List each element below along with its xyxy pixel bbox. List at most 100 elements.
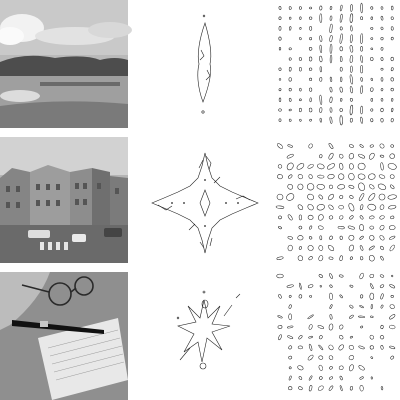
grid-ellipse — [348, 203, 355, 212]
grid-ellipse — [298, 294, 303, 299]
grid-ellipse — [307, 193, 315, 201]
grid-ellipse — [390, 118, 394, 123]
grid-ellipse — [339, 26, 343, 31]
grid-ellipse — [328, 193, 334, 201]
landscape-photo — [0, 0, 132, 128]
grid-ellipse — [379, 143, 385, 149]
grid-ellipse — [306, 183, 315, 191]
grid-ellipse — [380, 324, 384, 330]
grid-ellipse — [318, 364, 323, 371]
grid-ellipse — [360, 33, 364, 44]
grid-ellipse — [299, 66, 302, 72]
grid-ellipse — [287, 325, 294, 329]
grid-ellipse — [319, 235, 323, 241]
grid-ellipse — [329, 273, 333, 279]
grid-ellipse — [348, 184, 355, 189]
grid-ellipse — [389, 345, 396, 349]
grid-ellipse — [369, 334, 374, 340]
grid-ellipse — [308, 56, 313, 62]
grid-ellipse — [380, 26, 384, 31]
grid-ellipse — [369, 273, 375, 279]
grid-ellipse — [288, 108, 292, 112]
grid-ellipse — [370, 356, 374, 359]
grid-ellipse — [329, 23, 333, 34]
grid-ellipse — [349, 144, 354, 148]
grid-ellipse — [277, 315, 283, 319]
grid-ellipse — [349, 284, 354, 288]
grid-ellipse — [299, 118, 302, 122]
grid-ellipse — [338, 365, 344, 371]
grid-ellipse — [307, 164, 314, 169]
ellipse-grid-row-3 — [276, 272, 396, 392]
grid-ellipse — [349, 256, 353, 260]
grid-ellipse — [277, 143, 283, 149]
grid-ellipse — [390, 67, 394, 72]
grid-ellipse — [319, 117, 322, 123]
grid-ellipse — [389, 235, 396, 240]
grid-ellipse — [368, 173, 376, 180]
grid-ellipse — [358, 182, 366, 191]
grid-ellipse — [309, 36, 312, 41]
grid-ellipse — [368, 245, 375, 251]
grid-ellipse — [349, 215, 354, 220]
grid-ellipse — [339, 86, 343, 93]
grid-ellipse — [339, 108, 343, 112]
grid-ellipse — [319, 66, 322, 73]
grid-ellipse — [360, 46, 363, 52]
grid-ellipse — [378, 174, 386, 179]
grid-ellipse — [278, 97, 282, 102]
grid-ellipse — [370, 304, 373, 310]
grid-ellipse — [390, 295, 394, 298]
grid-ellipse — [350, 4, 353, 12]
row-3 — [0, 272, 396, 400]
grid-ellipse — [359, 144, 364, 148]
grid-ellipse — [288, 366, 292, 370]
grid-ellipse — [329, 116, 333, 124]
grid-ellipse — [358, 365, 365, 371]
grid-ellipse — [391, 274, 394, 278]
grid-ellipse — [387, 163, 397, 170]
grid-ellipse — [319, 13, 323, 23]
grid-ellipse — [338, 205, 344, 210]
grid-ellipse — [349, 34, 353, 43]
grid-ellipse — [289, 26, 292, 31]
grid-ellipse — [339, 215, 344, 220]
grid-ellipse — [380, 345, 384, 350]
grid-ellipse — [390, 16, 394, 20]
grid-ellipse — [349, 117, 353, 123]
grid-ellipse — [319, 44, 323, 53]
grid-ellipse — [319, 335, 323, 340]
grid-ellipse — [360, 116, 363, 124]
grid-ellipse — [339, 162, 344, 170]
grid-ellipse — [390, 144, 394, 148]
grid-ellipse — [276, 193, 284, 201]
grid-ellipse — [380, 15, 384, 21]
grid-ellipse — [380, 36, 384, 41]
grid-ellipse — [360, 325, 364, 329]
grid-ellipse — [389, 324, 396, 330]
grid-ellipse — [370, 376, 373, 380]
grid-ellipse — [380, 6, 384, 10]
grid-ellipse — [278, 36, 282, 41]
grid-ellipse — [288, 313, 293, 321]
grid-ellipse — [359, 245, 364, 251]
grid-ellipse — [347, 225, 356, 230]
grid-ellipse — [308, 67, 313, 71]
grid-ellipse — [339, 195, 344, 199]
grid-ellipse — [327, 163, 335, 170]
grid-ellipse — [349, 104, 354, 116]
grid-ellipse — [390, 87, 394, 92]
grid-ellipse — [288, 97, 292, 102]
grid-ellipse — [307, 314, 314, 320]
grid-ellipse — [369, 283, 374, 290]
grid-ellipse — [369, 215, 375, 220]
grid-ellipse — [298, 57, 302, 61]
grid-ellipse — [317, 163, 325, 170]
grid-ellipse — [348, 244, 354, 252]
grid-ellipse — [288, 77, 292, 82]
grid-ellipse — [338, 173, 345, 180]
grid-ellipse — [278, 226, 282, 230]
grid-ellipse — [309, 236, 313, 240]
grid-ellipse — [309, 97, 312, 103]
grid-ellipse — [297, 365, 304, 371]
